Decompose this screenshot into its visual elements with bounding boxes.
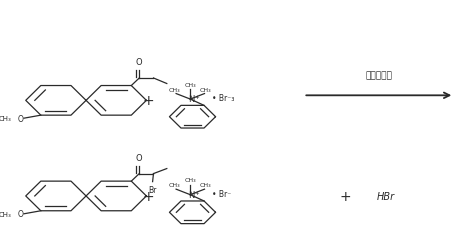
Text: CH₃: CH₃ xyxy=(200,87,212,92)
Text: HBr: HBr xyxy=(377,191,395,201)
Text: +: + xyxy=(195,95,199,100)
Text: • Br⁻: • Br⁻ xyxy=(212,189,232,198)
Text: +: + xyxy=(142,189,154,203)
Text: Br: Br xyxy=(148,185,157,194)
Text: CH₃: CH₃ xyxy=(0,116,12,122)
Text: +: + xyxy=(195,190,199,195)
Text: • Br⁻₃: • Br⁻₃ xyxy=(212,94,235,103)
Text: N: N xyxy=(188,95,195,104)
Text: O: O xyxy=(17,114,23,123)
Text: 溴代催化剂: 溴代催化剂 xyxy=(365,71,392,80)
Text: +: + xyxy=(340,189,351,203)
Text: CH₃: CH₃ xyxy=(200,182,212,187)
Text: CH₃: CH₃ xyxy=(169,182,181,187)
Text: +: + xyxy=(142,94,154,108)
Text: CH₃: CH₃ xyxy=(185,82,196,87)
Text: N: N xyxy=(188,190,195,199)
Text: CH₃: CH₃ xyxy=(185,177,196,182)
Text: CH₃: CH₃ xyxy=(0,211,12,217)
Text: CH₃: CH₃ xyxy=(169,87,181,92)
Text: O: O xyxy=(17,209,23,218)
Text: O: O xyxy=(136,153,143,162)
Text: O: O xyxy=(136,58,143,67)
